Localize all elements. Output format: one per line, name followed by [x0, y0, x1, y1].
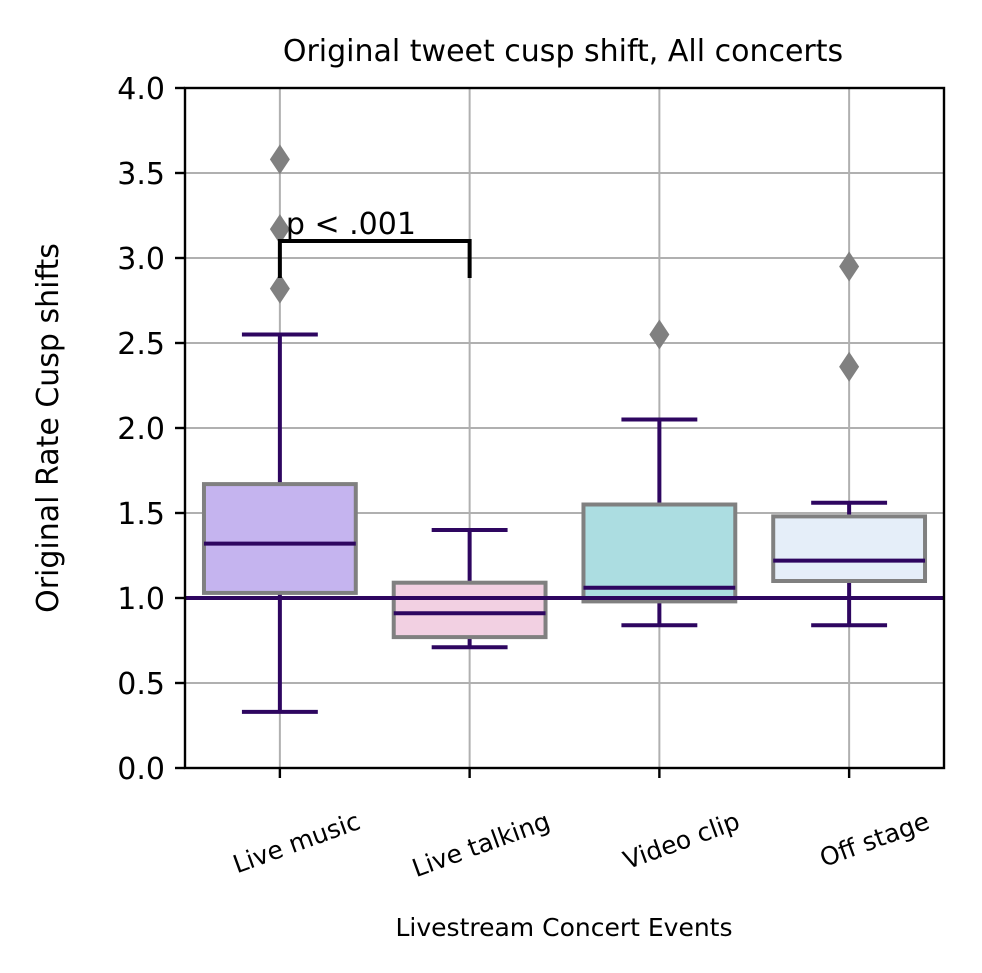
outlier-point: [649, 319, 670, 350]
y-tick-label: 3.5: [117, 157, 165, 192]
x-tick-label: Off stage: [816, 806, 933, 872]
box-group: [581, 319, 738, 628]
outlier-point: [269, 144, 290, 175]
y-axis-label: Original Rate Cusp shifts: [31, 243, 66, 613]
box-group: [201, 144, 358, 714]
outlier-point: [839, 251, 860, 282]
box-iqr: [391, 580, 548, 640]
outlier-point: [269, 273, 290, 304]
y-tick-label: 0.5: [117, 667, 165, 702]
box-group: [771, 251, 928, 628]
y-tick-label: 3.0: [117, 242, 165, 277]
chart-title: Original tweet cusp shift, All concerts: [283, 34, 843, 69]
x-axis-label: Livestream Concert Events: [396, 913, 733, 942]
y-tick-label: 1.5: [117, 497, 165, 532]
boxes: [201, 144, 928, 714]
box-group: [391, 528, 548, 650]
box-iqr: [201, 482, 358, 595]
box-iqr: [771, 514, 928, 584]
x-tick-label: Live talking: [408, 806, 553, 883]
box-iqr: [581, 502, 738, 604]
y-tick-label: 0.0: [117, 752, 165, 787]
outlier-point: [269, 214, 290, 245]
outlier-point: [839, 351, 860, 382]
x-axis: Live music Live talking Video clip Off stag…: [229, 768, 933, 883]
significance-bracket: p < .001: [277, 207, 472, 278]
annotation-text: p < .001: [286, 207, 416, 242]
y-tick-label: 2.5: [117, 327, 165, 362]
grid-lines: [185, 87, 944, 769]
y-axis: 0.0 0.5 1.0 1.5 2.0 2.5 3.0 3.5 4.0: [117, 72, 185, 787]
bracket-line: [277, 239, 472, 278]
x-tick-label: Live music: [229, 806, 364, 879]
y-tick-label: 1.0: [117, 582, 165, 617]
x-tick-label: Video clip: [619, 806, 743, 875]
y-tick-label: 2.0: [117, 412, 165, 447]
y-tick-label: 4.0: [117, 72, 165, 107]
